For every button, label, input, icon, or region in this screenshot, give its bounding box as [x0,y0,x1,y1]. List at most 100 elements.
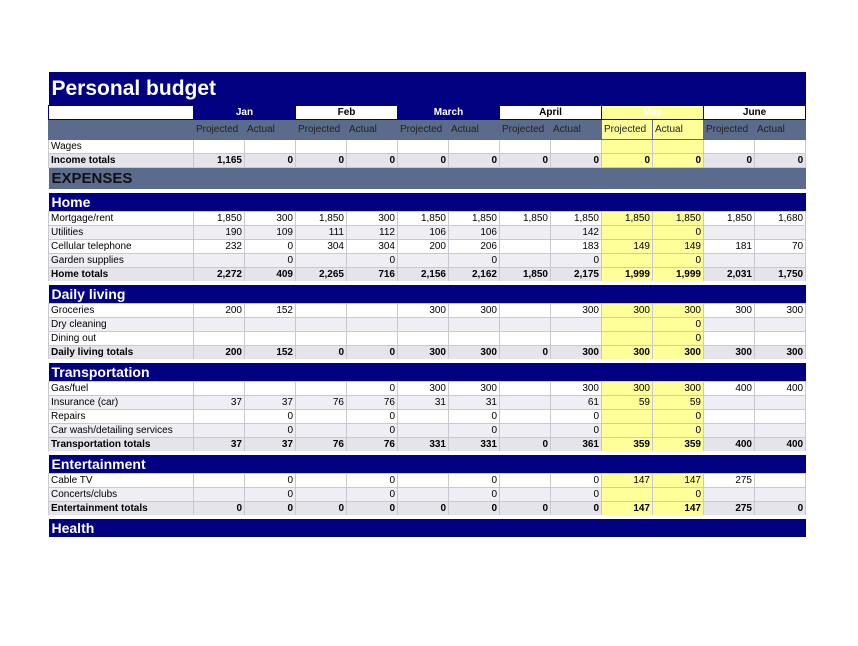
cell: 0 [652,225,704,240]
cell: 1,680 [753,211,807,226]
cell [397,487,449,502]
cell [193,381,245,396]
data-row: Garden supplies 0 0 0 0 0 [48,253,807,268]
row-label: Groceries [48,303,194,318]
cell: 200 [193,345,245,362]
cell [601,409,653,424]
cell: 111 [295,225,347,240]
cell: 0 [499,153,551,168]
cell: 0 [448,409,500,424]
row-label: Wages [48,139,194,154]
cell: 361 [550,437,602,454]
cell: 147 [652,501,704,518]
cell: 149 [601,239,653,254]
cell: 331 [397,437,449,454]
cell [499,331,551,346]
cell: 76 [295,437,347,454]
cell: 0 [448,253,500,268]
cell: 0 [346,487,398,502]
cell: 152 [244,303,296,318]
cell: 359 [601,437,653,454]
cell: 2,175 [550,267,602,284]
cell [193,317,245,332]
cell: 300 [346,211,398,226]
row-label: Garden supplies [48,253,194,268]
cell: 0 [652,331,704,346]
expenses-row: EXPENSES [48,167,806,191]
cell [295,317,347,332]
cell: 0 [448,153,500,168]
cell [397,473,449,488]
cell: 0 [499,437,551,454]
cell: 76 [295,395,347,410]
cell: 147 [652,473,704,488]
section-row: Entertainment [48,451,806,474]
cell: 1,165 [193,153,245,168]
cell [753,423,807,438]
cell: 190 [193,225,245,240]
row-label: Insurance (car) [48,395,194,410]
cell: 300 [601,345,653,362]
subheader: Actual [448,119,500,140]
cell [753,225,807,240]
cell: 0 [652,317,704,332]
cell: 0 [346,473,398,488]
subheader: Projected [193,119,245,140]
cell: 147 [601,501,653,518]
cell: 304 [295,239,347,254]
cell: 300 [550,303,602,318]
cell: 300 [703,345,755,362]
cell [295,473,347,488]
cell: 300 [448,381,500,396]
cell: 304 [346,239,398,254]
total-row: Entertainment totals 0 0 0 0 0 0 0 0 147 147 275 0 [48,501,807,518]
cell [346,303,398,318]
cell [703,317,755,332]
cell: 0 [550,423,602,438]
cell: 400 [703,437,755,454]
cell [601,423,653,438]
cell: 0 [346,381,398,396]
cell [499,303,551,318]
cell [703,139,755,154]
cell: 0 [499,345,551,362]
subheader: Projected [295,119,347,140]
cell: 300 [652,345,704,362]
cell: 200 [397,239,449,254]
cell: 0 [193,501,245,518]
cell: 300 [601,381,653,396]
cell [48,119,194,140]
section-header: Home [48,189,806,212]
cell: 31 [448,395,500,410]
cell [499,487,551,502]
cell: 300 [448,303,500,318]
row-label: Utilities [48,225,194,240]
total-row: Transportation totals 37 37 76 76 331 331 0 361 3… [48,437,807,454]
cell [550,139,602,154]
expenses-label: EXPENSES [48,167,806,191]
subheader: Projected [703,119,755,140]
cell [703,225,755,240]
cell: 37 [244,437,296,454]
cell [703,409,755,424]
cell: 1,850 [601,211,653,226]
section-row: Health [48,515,806,537]
cell: 200 [193,303,245,318]
data-row: Repairs 0 0 0 0 0 [48,409,807,424]
cell: 109 [244,225,296,240]
cell: 0 [397,501,449,518]
total-row: Income totals 1,165 0 0 0 0 0 0 0 0 0 0 0 [48,153,807,168]
cell [601,225,653,240]
cell: 0 [244,253,296,268]
cell [703,253,755,268]
subheader: Projected [601,119,653,140]
cell: 0 [550,153,602,168]
cell: 70 [753,239,807,254]
cell: 106 [397,225,449,240]
cell: 0 [244,487,296,502]
cell: 1,999 [601,267,653,284]
cell [397,317,449,332]
data-row: Gas/fuel 0 300 300 300 300 300 400 400 [48,381,807,396]
cell: 0 [244,153,296,168]
cell: 106 [448,225,500,240]
